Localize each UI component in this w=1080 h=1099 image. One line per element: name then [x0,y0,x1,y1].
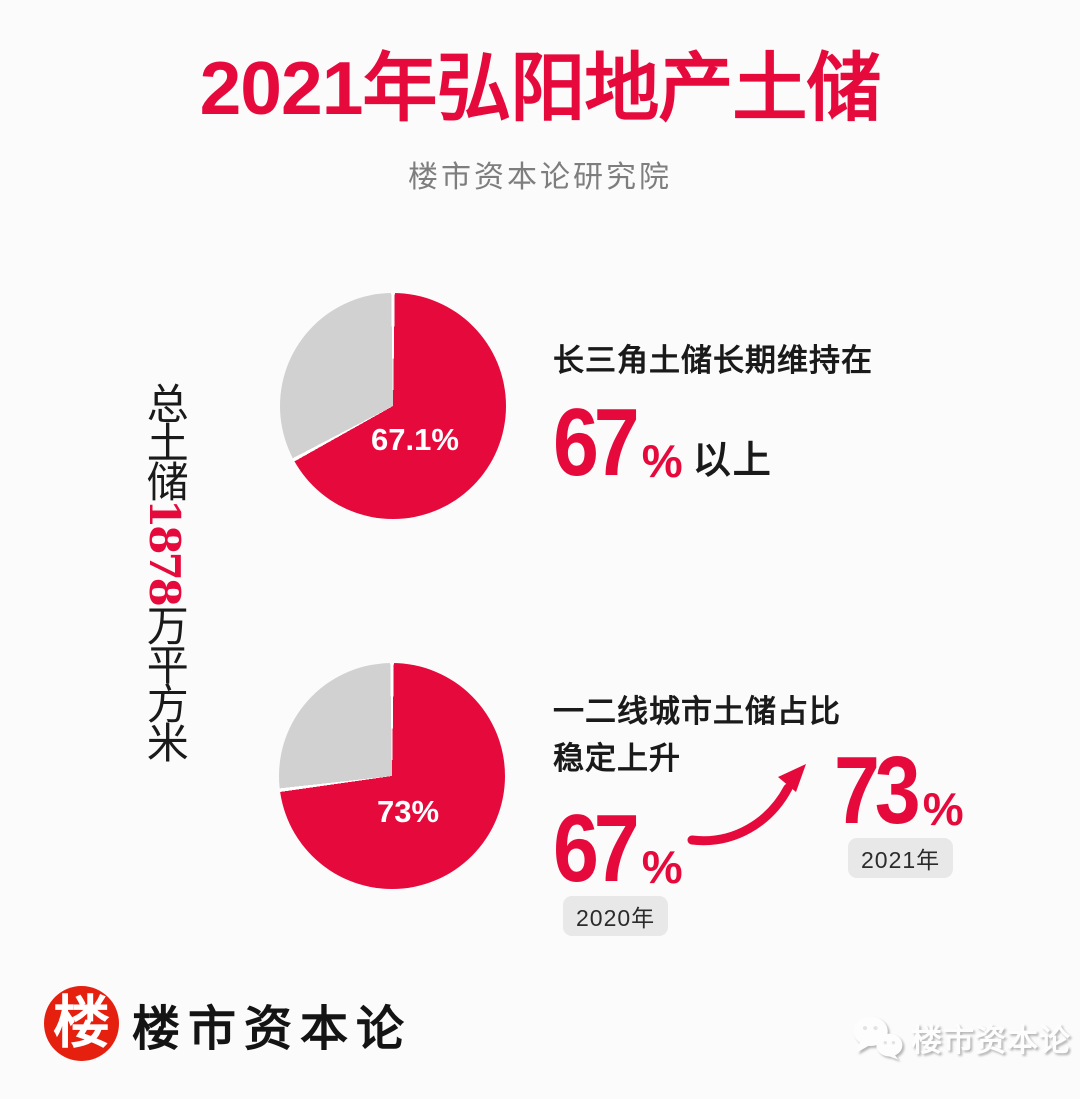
tier-to-value: 73 [834,737,921,844]
brand-name: 楼市资本论 [132,1002,413,1056]
year-badge-2020: 2020年 [563,895,669,936]
pie-chart-tier-cities: 73% [279,663,505,889]
total-land-reserve-label: 总土储1878万平方米 [140,382,190,760]
total-land-reserve-prefix: 总土储 [141,382,189,499]
tier-to-percent-sign: % [922,783,964,836]
yangtze-big-value: 67 [553,389,640,496]
tier-to-group: 73% 2021年 [834,732,964,878]
page-subtitle: 楼市资本论研究院 [408,161,672,194]
tier-from-group: 67% 2020年 [553,790,683,936]
pie-yangtze-slice-label: 67.1% [371,422,459,457]
yangtze-percent-sign: % [641,435,683,488]
brand-footer: 楼 楼市资本论 [44,986,412,1061]
watermark-text: 楼市资本论 [911,1022,1071,1058]
page-title: 2021年弘阳地产土储 [199,46,882,130]
tier-caption-line1: 一二线城市土储占比 [553,694,841,729]
yangtze-value-row: 67% 以上 [553,389,873,496]
section-tier-cities: 一二线城市土储占比 稳定上升 67% 2020年 73% 2021年 [553,688,1033,936]
section-yangtze: 长三角土储长期维持在 67% 以上 [553,337,873,496]
pie-tier-slice-label: 73% [376,794,440,829]
yangtze-value-suffix: 以上 [692,439,773,482]
total-land-reserve-number: 1878 [140,499,190,604]
brand-logo: 楼 [44,986,119,1061]
yangtze-caption: 长三角土储长期维持在 [553,343,873,378]
tier-caption-line2: 稳定上升 [553,741,681,776]
tier-to-value-row: 73% [834,737,964,844]
tier-from-value-row: 67% [553,795,683,902]
pie-chart-yangtze: 67.1% [280,293,506,519]
brand-logo-char: 楼 [53,991,110,1055]
growth-arrow-icon [687,764,806,846]
year-badge-2021: 2021年 [848,837,954,878]
wechat-watermark: 楼市资本论 [852,1014,1071,1060]
total-land-reserve-suffix: 万平方米 [141,603,189,760]
wechat-icon [853,1016,903,1060]
tier-from-value: 67 [553,795,640,902]
tier-from-percent-sign: % [641,841,683,894]
